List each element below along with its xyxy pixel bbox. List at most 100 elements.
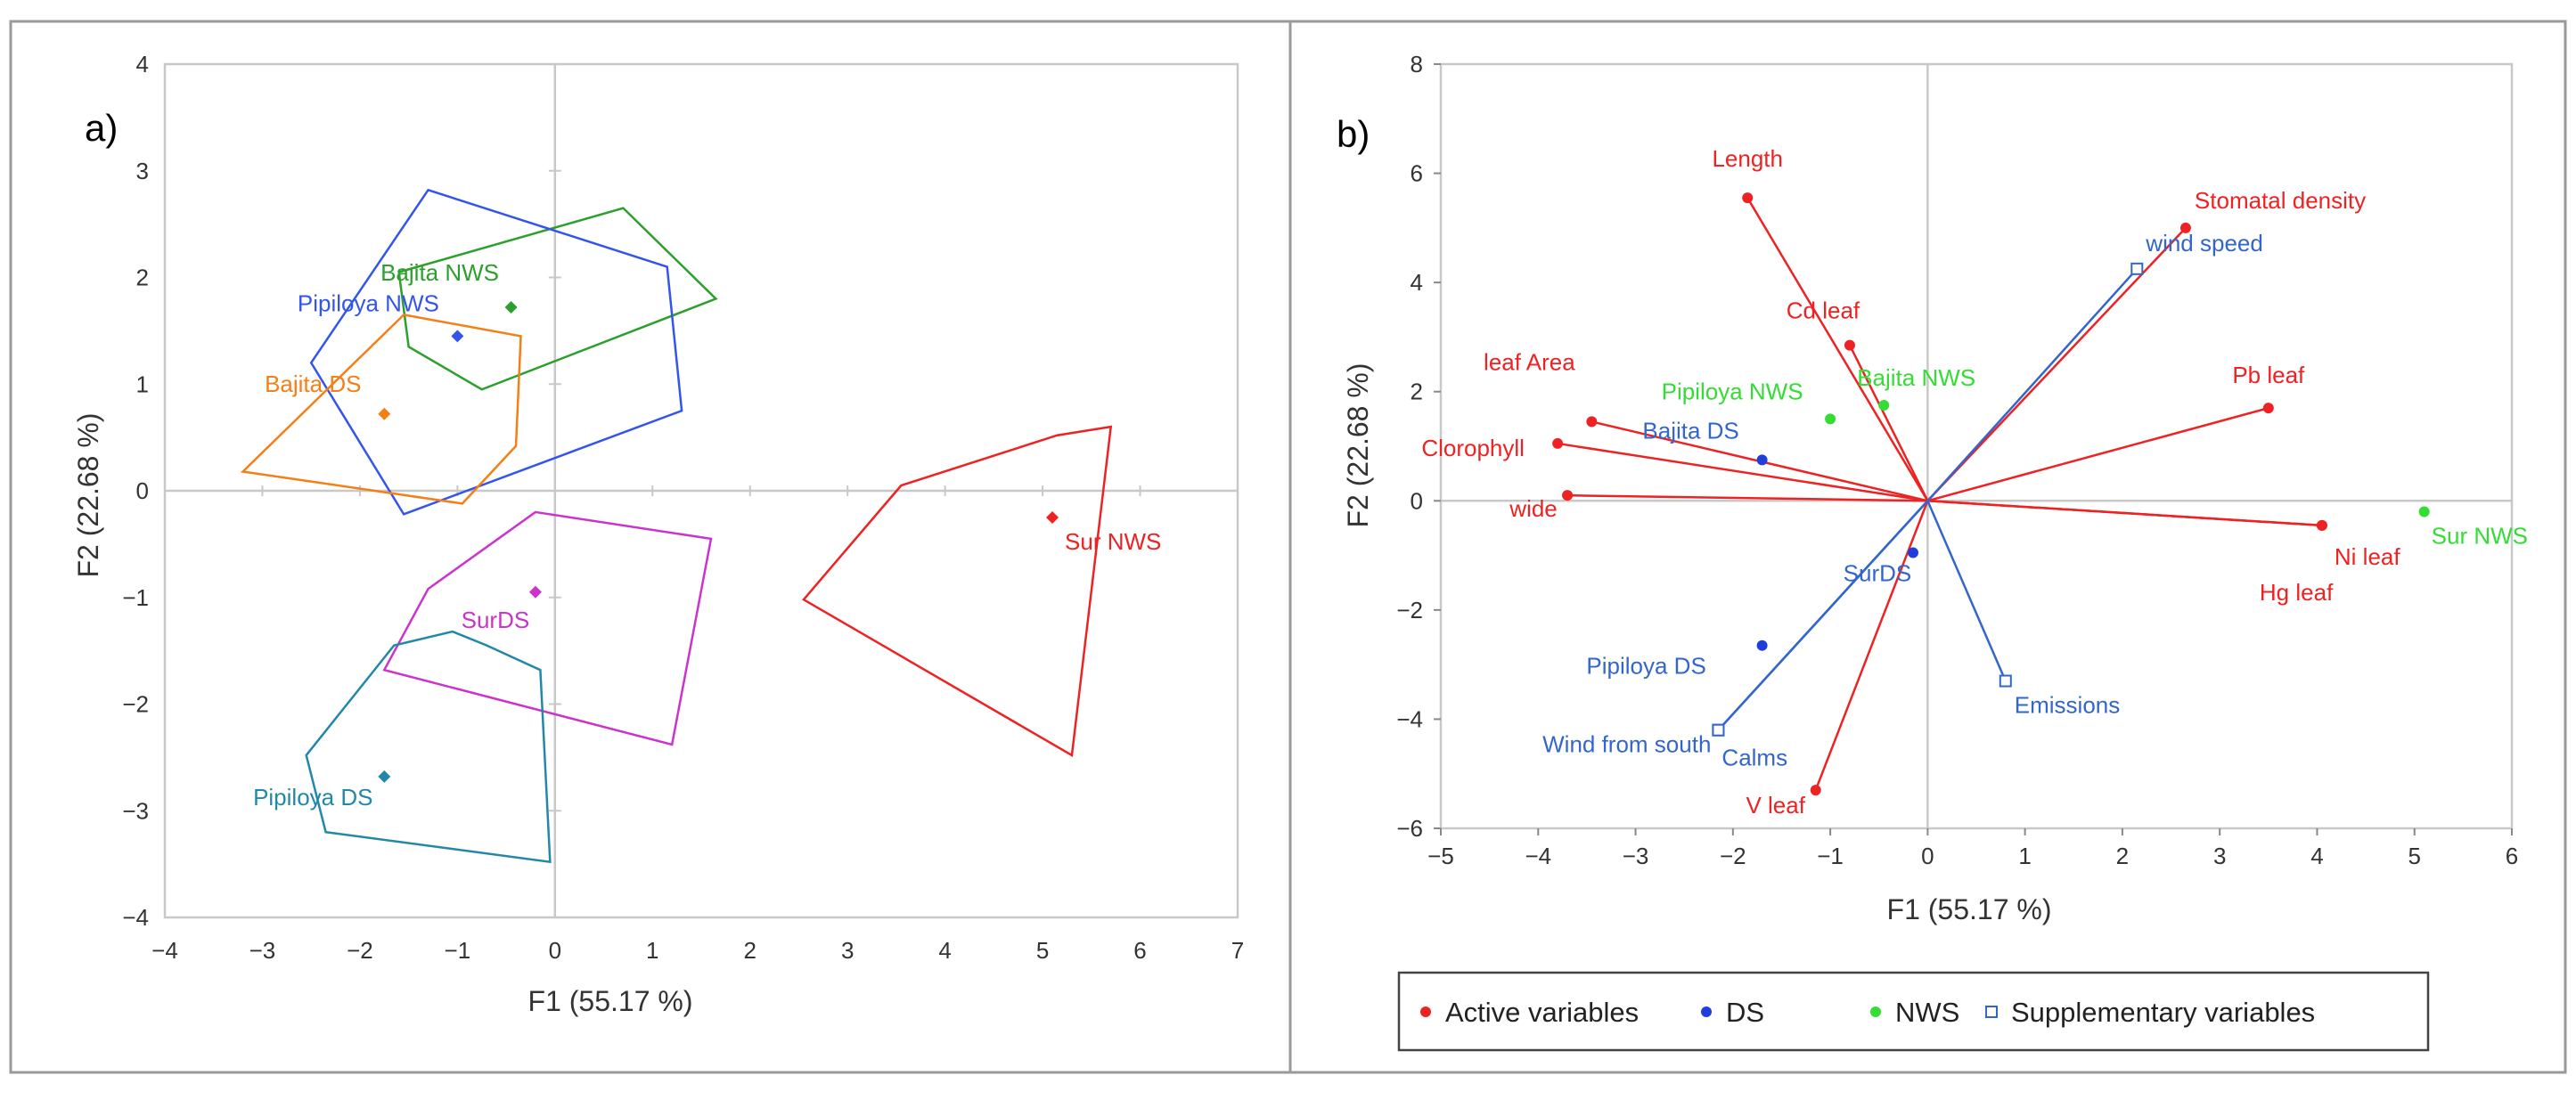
label-cd-leaf: Cd leaf	[1787, 297, 1860, 324]
panel-b-x-tick-label: 0	[1921, 843, 1934, 869]
point-clorophyll	[1552, 437, 1564, 449]
panel-a-x-tick-label: −3	[249, 937, 276, 964]
panel-b-y-tick-label: 2	[1411, 379, 1423, 405]
panel-b-y-tick-label: 0	[1411, 487, 1423, 514]
point-stomatal-density	[2179, 222, 2191, 233]
point-leaf-area	[1586, 416, 1598, 428]
point-length	[1742, 192, 1754, 204]
panel-a-x-tick-label: −4	[151, 937, 178, 964]
point-calms	[1712, 723, 1725, 737]
label-sur-nws: Sur NWS	[1065, 528, 1161, 555]
panel-a-y-tick-label: −1	[122, 584, 149, 611]
vector-wide	[1567, 493, 1928, 502]
panel-b-y-tick-label: 8	[1411, 51, 1423, 77]
panel-a-x-tick-label: 0	[549, 937, 561, 964]
legend-marker-supplementary-variables	[1985, 1006, 1998, 1018]
point-pipiloya-ds	[378, 770, 391, 783]
panel-b-x-axis-title: F1 (55.17 %)	[1887, 893, 2052, 925]
panel-b-x-tick-label: 3	[2213, 843, 2226, 869]
panel-a-x-tick-label: 4	[938, 937, 951, 964]
panel-b-x-tick-label: 4	[2310, 843, 2323, 869]
point-pipiloya-nws	[451, 330, 464, 343]
vector-length	[1746, 197, 1929, 501]
vector-calms	[1717, 500, 1929, 731]
panel-b-y-axis-title: F2 (22.68 %)	[1342, 363, 1374, 528]
label-pipiloya-ds: Pipiloya DS	[253, 784, 372, 811]
label-bajita-nws: Bajita NWS	[1857, 364, 1975, 391]
label-hg-leaf: Hg leaf	[2260, 579, 2334, 606]
panel-a-y-tick-label: 1	[136, 371, 149, 397]
panel-a-y-tick-label: −2	[122, 691, 149, 718]
label-wind-speed: wind speed	[2145, 230, 2263, 257]
hull-surds	[382, 510, 713, 746]
panel-b-x-tick-label: −4	[1525, 843, 1551, 869]
legend-label-ds: DS	[1726, 997, 1764, 1028]
point-bajita-ds	[1756, 454, 1768, 466]
panel-a-x-tick-label: 1	[646, 937, 658, 964]
legend-marker-ds	[1701, 1006, 1712, 1017]
point-pipiloya-ds	[1756, 640, 1768, 651]
panel-b-y-tick-label: 6	[1411, 160, 1423, 187]
panel-a-x-tick-label: 7	[1231, 937, 1244, 964]
legend-label-active-variables: Active variables	[1445, 997, 1639, 1028]
vector-wind-speed	[1926, 267, 2138, 502]
panel-b-y-tick-label: −6	[1396, 815, 1423, 842]
legend-marker-active-variables	[1420, 1006, 1431, 1017]
point-bajita-nws	[504, 301, 518, 314]
label-pipiloya-nws: Pipiloya NWS	[1662, 378, 1803, 404]
panel-b-x-tick-label: −3	[1623, 843, 1649, 869]
legend-box	[1397, 971, 2430, 1052]
panel-b-y-tick-label: −2	[1396, 597, 1423, 623]
panel-b-x-tick-label: 2	[2116, 843, 2129, 869]
label-pb-leaf: Pb leaf	[2232, 362, 2305, 388]
point-cd-leaf	[1844, 339, 1855, 351]
label-bajita-nws: Bajita NWS	[380, 259, 499, 286]
label-wide: wide	[1509, 495, 1557, 522]
point-sur-nws	[2418, 506, 2430, 517]
hull-bajita-nws	[397, 207, 718, 391]
label-wind-from-south: Wind from south	[1542, 731, 1711, 758]
vector-clorophyll	[1557, 442, 1928, 502]
panel-a-x-tick-label: 2	[743, 937, 756, 964]
panel-a-y-axis-title: F2 (22.68 %)	[72, 413, 104, 578]
point-bajita-ds	[378, 407, 391, 420]
hull-sur-nws	[802, 425, 1113, 758]
panel-a-x-tick-label: −1	[445, 937, 471, 964]
panel-a-x-tick-label: 6	[1133, 937, 1146, 964]
panel-b-x-tick-label: 1	[2018, 843, 2031, 869]
panel-a: a) F1 (55.17 %) F2 (22.68 %) −4 −3 −2 −1 0 1 2…	[72, 51, 1244, 1017]
vector-cd-leaf	[1848, 345, 1929, 501]
panel-a-x-tick-label: 5	[1036, 937, 1049, 964]
label-bajita-ds: Bajita DS	[265, 371, 361, 397]
point-pipiloya-nws	[1825, 413, 1836, 425]
vector-hg-leaf	[1927, 500, 2322, 527]
panel-a-label: a)	[85, 107, 118, 149]
label-bajita-ds: Bajita DS	[1642, 417, 1738, 444]
point-emissions	[1999, 674, 2012, 688]
label-v-leaf: V leaf	[1746, 792, 1805, 819]
panel-b-plot-area	[1439, 62, 2514, 830]
point-hg-leaf	[2316, 519, 2327, 531]
panel-a-x-tick-label: −2	[347, 937, 373, 964]
panel-a-y-tick-label: 0	[136, 477, 149, 504]
panel-b-x-tick-label: 6	[2506, 843, 2518, 869]
panel-a-y-tick-label: 4	[136, 51, 149, 77]
vector-emissions	[1926, 500, 2007, 682]
panel-a-y-tick-label: −3	[122, 797, 149, 824]
panel-b-x-tick-label: 5	[2408, 843, 2420, 869]
legend-label-supplementary-variables: Supplementary variables	[2011, 997, 2315, 1028]
legend: Active variables DS NWS Supplementary varia…	[1397, 971, 2430, 1052]
label-calms: Calms	[1721, 745, 1787, 771]
point-wind-speed	[2130, 262, 2144, 275]
panel-a-y-tick-label: −4	[122, 904, 149, 931]
panel-b-label: b)	[1337, 113, 1370, 155]
label-length: Length	[1712, 145, 1783, 172]
vector-v-leaf	[1814, 500, 1929, 791]
panel-b-x-tick-label: −1	[1817, 843, 1844, 869]
panel-a-y-tick-label: 2	[136, 265, 149, 291]
vector-pb-leaf	[1927, 406, 2269, 502]
legend-label-nws: NWS	[1895, 997, 1959, 1028]
label-leaf-area: leaf Area	[1484, 348, 1575, 375]
label-pipiloya-ds: Pipiloya DS	[1586, 653, 1705, 680]
